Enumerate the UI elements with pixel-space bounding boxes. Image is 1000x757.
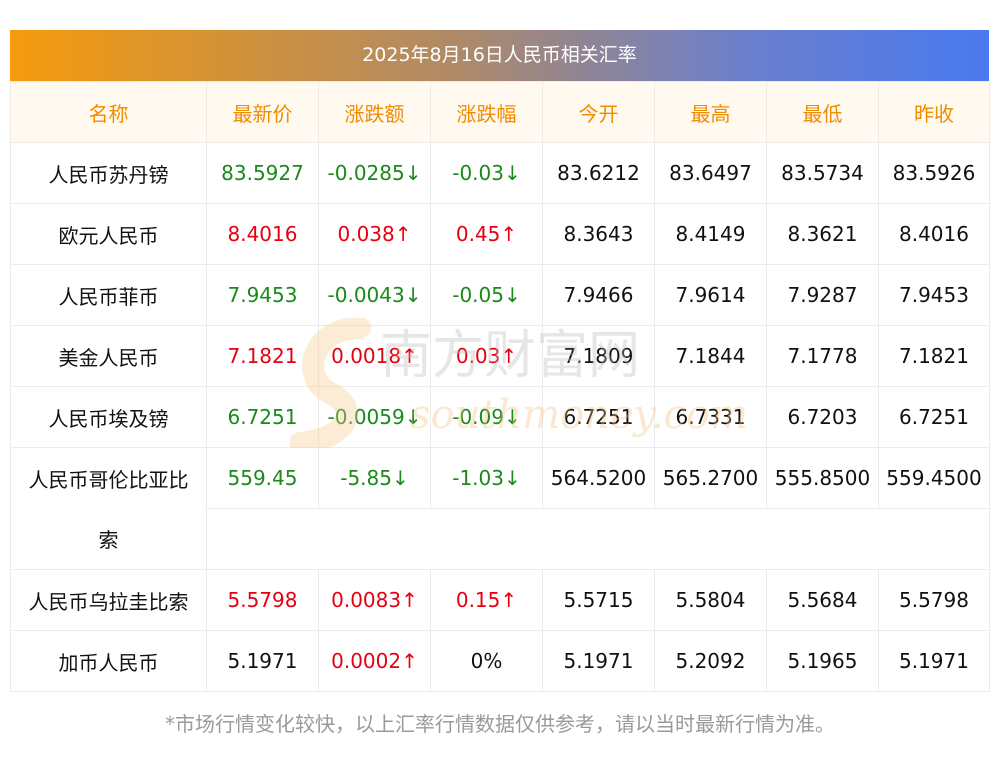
- high-price: 7.9614: [654, 264, 767, 326]
- col-header-high: 最高: [654, 81, 767, 143]
- change-percent: 0.45↑: [430, 203, 543, 265]
- change-percent: -1.03↓: [430, 447, 543, 509]
- table-row: 欧元人民币 8.4016 0.038↑ 0.45↑ 8.3643 8.4149 …: [10, 203, 990, 265]
- currency-name: 加币人民币: [10, 630, 207, 692]
- rates-panel: 2025年8月16日人民币相关汇率 名称 最新价 涨跌额 涨跌幅 今开 最高 最…: [10, 30, 990, 692]
- currency-name: 人民币苏丹镑: [10, 142, 207, 204]
- change-amount: -5.85↓: [318, 447, 431, 509]
- col-header-change: 涨跌额: [318, 81, 431, 143]
- open-price: 7.9466: [542, 264, 655, 326]
- high-price: 8.4149: [654, 203, 767, 265]
- table-row: 人民币苏丹镑 83.5927 -0.0285↓ -0.03↓ 83.6212 8…: [10, 142, 990, 204]
- table-row: 人民币乌拉圭比索 5.5798 0.0083↑ 0.15↑ 5.5715 5.5…: [10, 569, 990, 631]
- open-price: 5.1971: [542, 630, 655, 692]
- prev-close: 5.5798: [878, 569, 990, 631]
- open-price: 7.1809: [542, 325, 655, 387]
- open-price: 5.5715: [542, 569, 655, 631]
- open-price: 8.3643: [542, 203, 655, 265]
- low-price: 555.8500: [766, 447, 879, 509]
- high-price: 83.6497: [654, 142, 767, 204]
- high-price: 565.2700: [654, 447, 767, 509]
- currency-name: 人民币哥伦比亚比: [10, 447, 207, 509]
- change-percent: 0.15↑: [430, 569, 543, 631]
- low-price: 7.1778: [766, 325, 879, 387]
- table-row: 人民币哥伦比亚比 559.45 -5.85↓ -1.03↓ 564.5200 5…: [10, 447, 990, 509]
- col-header-open: 今开: [542, 81, 655, 143]
- col-header-prev: 昨收: [878, 81, 990, 143]
- latest-price: 5.1971: [206, 630, 319, 692]
- latest-price: 7.1821: [206, 325, 319, 387]
- prev-close: 7.1821: [878, 325, 990, 387]
- high-price: 6.7331: [654, 386, 767, 448]
- latest-price: 8.4016: [206, 203, 319, 265]
- currency-name: 欧元人民币: [10, 203, 207, 265]
- latest-price: 7.9453: [206, 264, 319, 326]
- latest-price: 83.5927: [206, 142, 319, 204]
- change-percent: -0.03↓: [430, 142, 543, 204]
- open-price: 564.5200: [542, 447, 655, 509]
- exchange-rate-table: 名称 最新价 涨跌额 涨跌幅 今开 最高 最低 昨收 人民币苏丹镑 83.592…: [10, 81, 990, 692]
- table-title: 2025年8月16日人民币相关汇率: [10, 30, 989, 81]
- table-row: 人民币埃及镑 6.7251 -0.0059↓ -0.09↓ 6.7251 6.7…: [10, 386, 990, 448]
- change-amount: -0.0043↓: [318, 264, 431, 326]
- currency-name: 美金人民币: [10, 325, 207, 387]
- empty-cell: [206, 508, 990, 570]
- latest-price: 6.7251: [206, 386, 319, 448]
- table-row: 美金人民币 7.1821 0.0018↑ 0.03↑ 7.1809 7.1844…: [10, 325, 990, 387]
- latest-price: 5.5798: [206, 569, 319, 631]
- low-price: 8.3621: [766, 203, 879, 265]
- table-row-continuation: 索: [10, 508, 990, 570]
- change-amount: 0.0002↑: [318, 630, 431, 692]
- currency-name: 人民币埃及镑: [10, 386, 207, 448]
- change-percent: 0%: [430, 630, 543, 692]
- low-price: 6.7203: [766, 386, 879, 448]
- change-amount: 0.0083↑: [318, 569, 431, 631]
- currency-name: 人民币菲币: [10, 264, 207, 326]
- latest-price: 559.45: [206, 447, 319, 509]
- currency-name-continuation: 索: [10, 508, 207, 570]
- change-percent: 0.03↑: [430, 325, 543, 387]
- col-header-low: 最低: [766, 81, 879, 143]
- prev-close: 6.7251: [878, 386, 990, 448]
- open-price: 83.6212: [542, 142, 655, 204]
- prev-close: 5.1971: [878, 630, 990, 692]
- table-row: 加币人民币 5.1971 0.0002↑ 0% 5.1971 5.2092 5.…: [10, 630, 990, 692]
- high-price: 5.2092: [654, 630, 767, 692]
- low-price: 7.9287: [766, 264, 879, 326]
- col-header-name: 名称: [10, 81, 207, 143]
- change-percent: -0.05↓: [430, 264, 543, 326]
- col-header-latest: 最新价: [206, 81, 319, 143]
- low-price: 83.5734: [766, 142, 879, 204]
- low-price: 5.5684: [766, 569, 879, 631]
- high-price: 5.5804: [654, 569, 767, 631]
- prev-close: 559.4500: [878, 447, 990, 509]
- change-amount: -0.0285↓: [318, 142, 431, 204]
- change-amount: 0.038↑: [318, 203, 431, 265]
- prev-close: 83.5926: [878, 142, 990, 204]
- high-price: 7.1844: [654, 325, 767, 387]
- change-amount: 0.0018↑: [318, 325, 431, 387]
- table-row: 人民币菲币 7.9453 -0.0043↓ -0.05↓ 7.9466 7.96…: [10, 264, 990, 326]
- header-row: 名称 最新价 涨跌额 涨跌幅 今开 最高 最低 昨收: [10, 81, 990, 143]
- currency-name: 人民币乌拉圭比索: [10, 569, 207, 631]
- col-header-pct: 涨跌幅: [430, 81, 543, 143]
- prev-close: 7.9453: [878, 264, 990, 326]
- change-percent: -0.09↓: [430, 386, 543, 448]
- prev-close: 8.4016: [878, 203, 990, 265]
- change-amount: -0.0059↓: [318, 386, 431, 448]
- open-price: 6.7251: [542, 386, 655, 448]
- disclaimer-footer: *市场行情变化较快，以上汇率行情数据仅供参考，请以当时最新行情为准。: [165, 712, 835, 736]
- low-price: 5.1965: [766, 630, 879, 692]
